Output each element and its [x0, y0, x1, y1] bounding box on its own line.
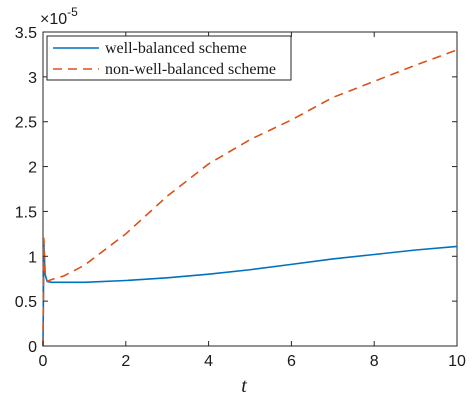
y-axis-ticks: 0 0.5 1 1.5 2 2.5 3 3.5	[15, 25, 457, 356]
legend: well-balanced scheme non-well-balanced sc…	[46, 35, 292, 81]
y-tick-label: 2	[28, 160, 37, 177]
y-tick-label: 2.5	[15, 115, 37, 132]
x-axis-ticks: 0 2 4 6 8 10	[39, 32, 466, 370]
series-line-1	[42, 242, 458, 347]
plot-frame	[42, 31, 458, 347]
y-tick-label: 1.5	[15, 204, 37, 221]
x-tick-label: 0	[39, 353, 48, 370]
y-tick-label: 3.5	[15, 25, 37, 42]
y-multiplier-label: ×10-5	[40, 5, 78, 28]
x-tick-label: 10	[448, 353, 466, 370]
x-tick-label: 8	[370, 353, 379, 370]
x-tick-label: 2	[121, 353, 130, 370]
y-tick-label: 0.5	[15, 294, 37, 311]
y-tick-label: 3	[28, 70, 37, 87]
axes-box	[42, 31, 458, 347]
y-tick-label: 0	[28, 339, 37, 356]
series-layer	[42, 49, 458, 347]
y-tick-label: 1	[28, 249, 37, 266]
legend-box	[46, 35, 292, 81]
x-axis-label: t	[241, 375, 247, 397]
x-tick-label: 4	[204, 353, 213, 370]
series-line-2	[42, 49, 458, 347]
legend-label-2: non-well-balanced scheme	[105, 61, 276, 78]
legend-label-1: well-balanced scheme	[105, 40, 247, 57]
x-tick-label: 6	[287, 353, 296, 370]
